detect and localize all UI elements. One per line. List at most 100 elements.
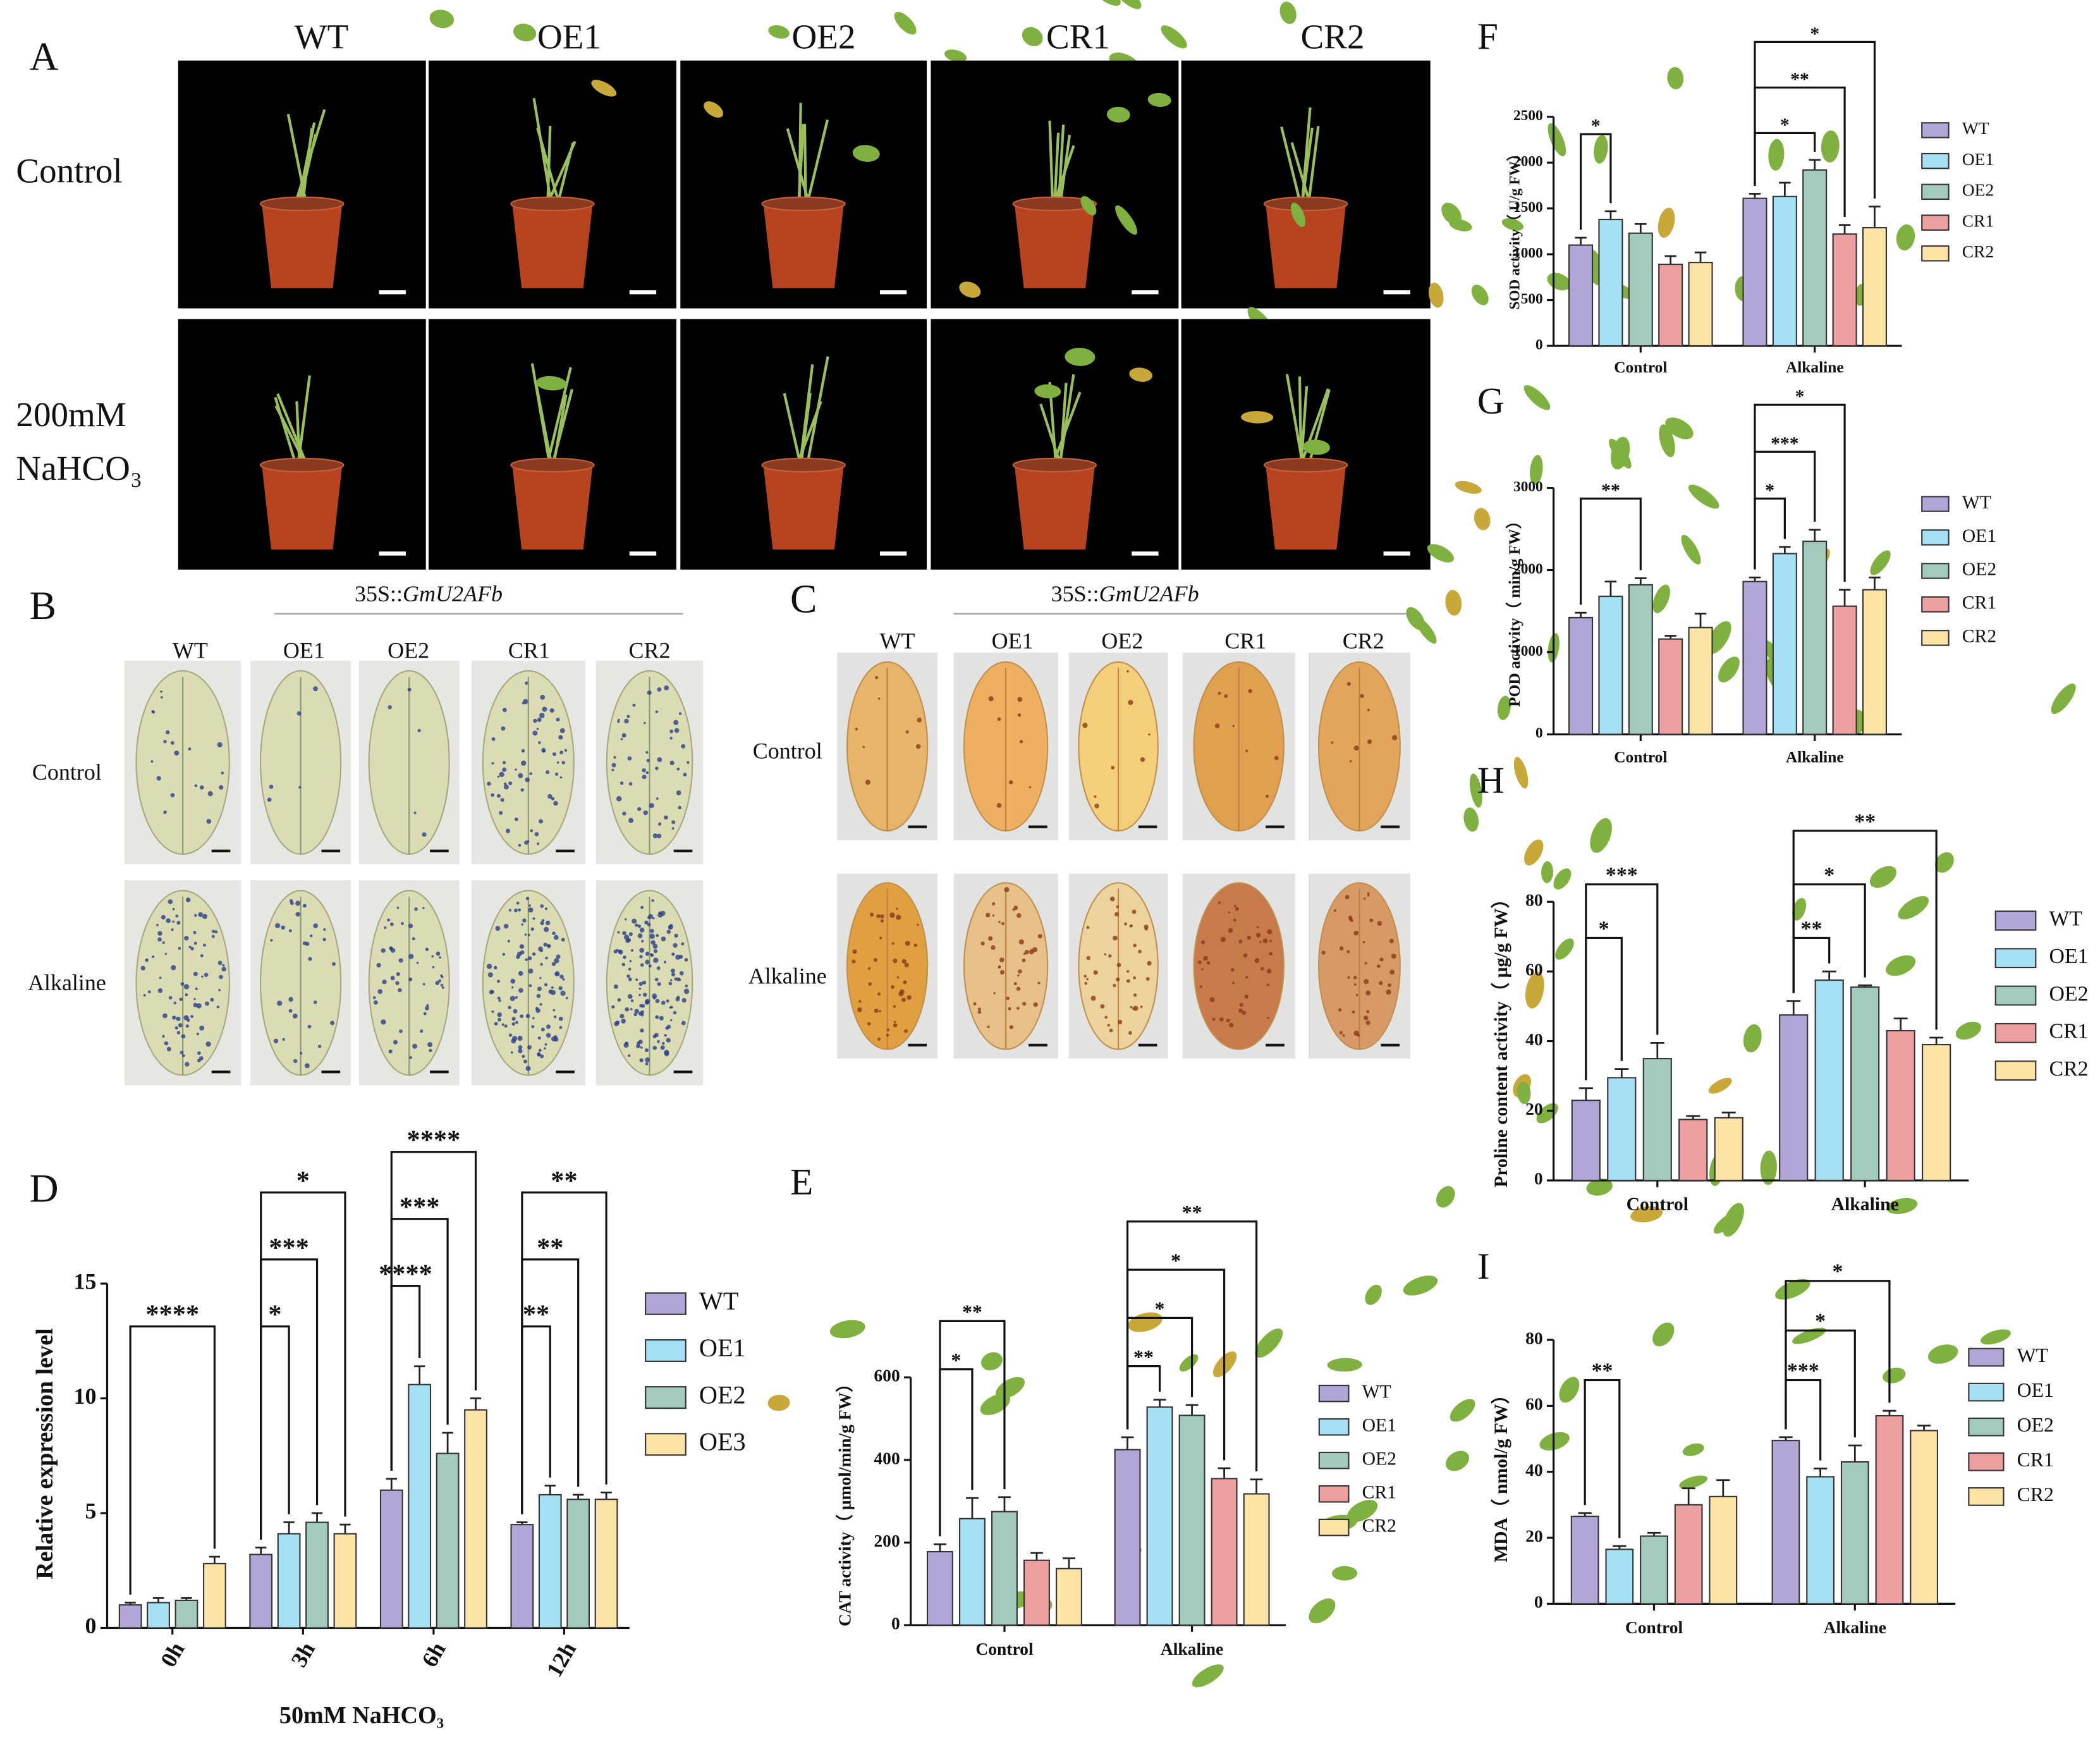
bar xyxy=(1814,979,1844,1181)
stain xyxy=(436,951,441,956)
y-tick-label: 0 xyxy=(1534,1592,1543,1612)
stain xyxy=(162,941,165,945)
stain xyxy=(307,1024,312,1029)
stain xyxy=(987,1025,990,1029)
stain xyxy=(491,737,496,741)
leaf xyxy=(1255,1328,1283,1358)
bar xyxy=(1832,233,1857,347)
stem xyxy=(803,124,807,204)
stain xyxy=(176,1031,181,1034)
stain xyxy=(637,933,643,938)
significance-label: * xyxy=(1832,1260,1843,1284)
stain xyxy=(896,914,901,920)
column-label: OE1 xyxy=(992,629,1034,654)
stain xyxy=(637,924,642,928)
significance-bracket xyxy=(1754,403,1846,582)
leaf xyxy=(1106,106,1130,123)
legend-label: OE1 xyxy=(699,1334,746,1362)
legend-swatch xyxy=(1968,1417,2005,1437)
significance-bracket xyxy=(1792,830,1938,1030)
stain xyxy=(988,696,994,702)
stain xyxy=(649,933,655,939)
stain xyxy=(645,771,649,775)
stain xyxy=(997,717,1001,721)
legend-label: OE1 xyxy=(2049,945,2088,968)
panel-letter: C xyxy=(790,576,817,621)
stain xyxy=(661,1000,666,1005)
stain xyxy=(487,972,493,978)
stain xyxy=(641,940,644,943)
legend-swatch xyxy=(1968,1452,2005,1471)
stain xyxy=(441,986,445,989)
stain xyxy=(559,974,564,979)
stain xyxy=(152,955,155,959)
stain xyxy=(1367,708,1370,711)
stain xyxy=(413,811,417,814)
leaf xyxy=(1523,385,1551,410)
stain xyxy=(218,988,221,991)
significance-label: * xyxy=(951,1349,961,1371)
stain xyxy=(1200,940,1206,945)
stain xyxy=(398,958,403,963)
stain xyxy=(652,917,655,919)
stain xyxy=(1138,949,1142,954)
legend-swatch xyxy=(645,1433,687,1456)
significance-label: ** xyxy=(1801,917,1822,940)
stain xyxy=(893,1023,898,1027)
stain xyxy=(1255,933,1261,938)
stain xyxy=(676,768,680,771)
stain xyxy=(556,718,560,722)
significance-label: ** xyxy=(551,1166,577,1196)
stain xyxy=(216,1005,220,1009)
stain xyxy=(670,968,675,973)
bar xyxy=(203,1562,226,1629)
stem xyxy=(1290,142,1312,205)
stain xyxy=(422,983,425,986)
stain xyxy=(553,800,558,806)
stain xyxy=(996,803,1002,808)
stain xyxy=(553,1015,557,1019)
stain xyxy=(1118,1019,1123,1024)
stain xyxy=(1226,1018,1230,1022)
y-tick-label: 600 xyxy=(874,1366,900,1385)
stain xyxy=(553,935,559,940)
stain xyxy=(521,923,524,926)
stain xyxy=(502,708,507,713)
stain xyxy=(381,1019,386,1025)
stem xyxy=(1053,132,1060,204)
stain xyxy=(1084,981,1088,985)
stain xyxy=(518,1048,523,1053)
stain xyxy=(530,927,535,931)
stain xyxy=(620,1014,625,1019)
y-tick-label: 15 xyxy=(74,1268,97,1294)
stain xyxy=(168,996,173,1000)
stain xyxy=(1130,1005,1133,1009)
stain xyxy=(528,904,531,907)
stain xyxy=(504,1024,508,1028)
x-axis-title: 50mM NaHCO₃ xyxy=(279,1702,444,1729)
y-tick-label: 1500 xyxy=(1513,199,1543,216)
stain xyxy=(620,781,624,785)
leaf xyxy=(1679,1475,1708,1489)
stain xyxy=(554,772,559,776)
stain xyxy=(1386,989,1391,995)
stain xyxy=(521,749,525,753)
significance-bracket xyxy=(260,1325,290,1540)
legend-label: OE2 xyxy=(1362,1449,1396,1469)
bar xyxy=(1568,616,1594,735)
stain xyxy=(1363,1015,1369,1021)
stain xyxy=(516,901,520,905)
bar xyxy=(1862,227,1888,347)
panel-letter: H xyxy=(1477,759,1505,800)
stain xyxy=(671,827,675,830)
bar xyxy=(379,1489,403,1629)
stain xyxy=(1094,795,1097,798)
bar xyxy=(1802,540,1828,735)
stain xyxy=(1126,970,1130,973)
stain xyxy=(547,794,552,799)
stain xyxy=(1229,1022,1234,1027)
significance-bracket xyxy=(260,1191,346,1540)
stem xyxy=(546,125,552,204)
stain xyxy=(1219,1017,1224,1022)
bar xyxy=(1607,1077,1637,1181)
